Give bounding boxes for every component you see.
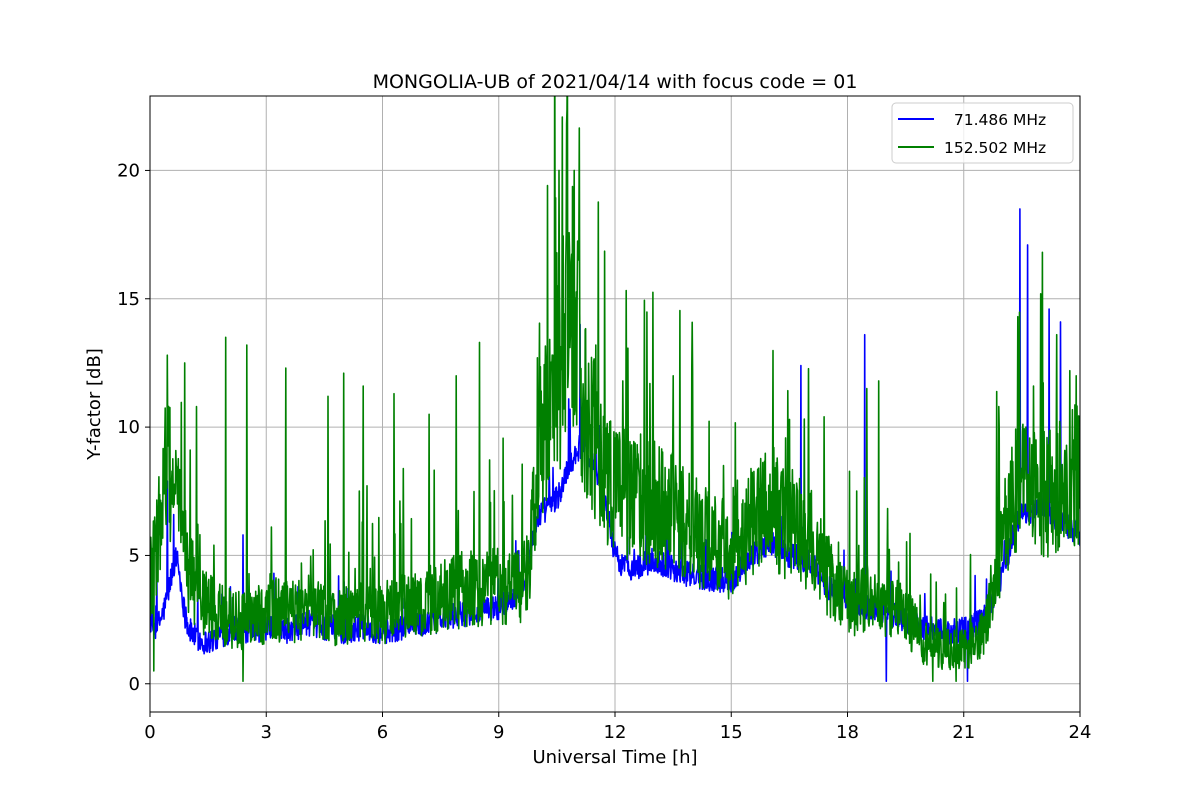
x-tick-label: 21 bbox=[952, 722, 975, 743]
chart-title: MONGOLIA-UB of 2021/04/14 with focus cod… bbox=[373, 71, 858, 93]
legend: 71.486 MHz 152.502 MHz bbox=[891, 102, 1074, 164]
x-axis-label: Universal Time [h] bbox=[532, 747, 697, 768]
y-tick-label: 10 bbox=[117, 417, 140, 438]
series-line-152mhz bbox=[150, 96, 1080, 683]
y-tick-label: 5 bbox=[129, 545, 140, 566]
x-tick-label: 24 bbox=[1069, 722, 1092, 743]
x-tick-label: 6 bbox=[377, 722, 388, 743]
ticks: 0 3 6 9 12 15 18 21 24 0 5 10 15 20 bbox=[117, 160, 1091, 743]
x-tick-label: 15 bbox=[720, 722, 743, 743]
legend-label-152mhz: 152.502 MHz bbox=[944, 139, 1046, 157]
legend-label-71mhz: 71.486 MHz bbox=[944, 111, 1046, 129]
y-tick-label: 0 bbox=[129, 674, 140, 695]
x-tick-label: 3 bbox=[261, 722, 272, 743]
series-line-71mhz bbox=[150, 208, 1080, 683]
y-tick-label: 20 bbox=[117, 160, 140, 181]
x-tick-label: 12 bbox=[604, 722, 627, 743]
y-tick-label: 15 bbox=[117, 289, 140, 310]
legend-box bbox=[891, 102, 1074, 164]
y-axis-label: Y-factor [dB] bbox=[84, 348, 105, 461]
series-layer bbox=[150, 96, 1080, 683]
x-tick-label: 0 bbox=[144, 722, 155, 743]
x-tick-label: 18 bbox=[836, 722, 859, 743]
x-tick-label: 9 bbox=[493, 722, 504, 743]
